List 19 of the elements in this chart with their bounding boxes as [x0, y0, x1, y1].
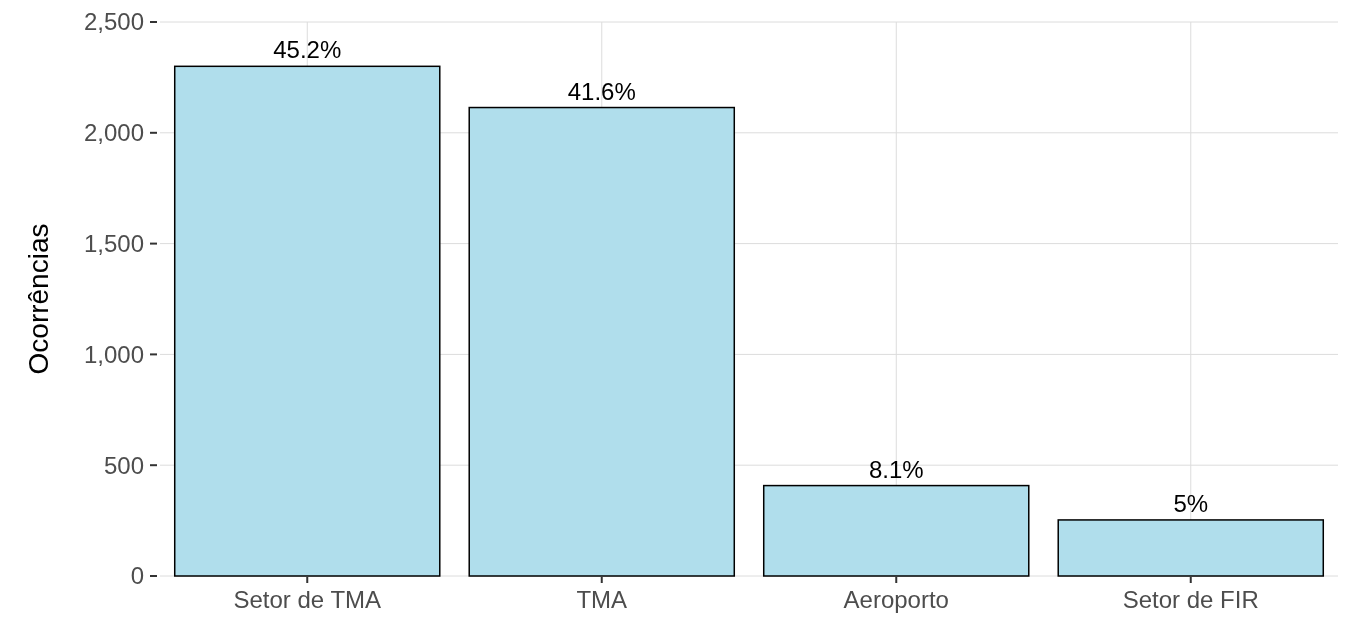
x-tick-label: Setor de FIR — [1122, 586, 1259, 613]
y-tick-label: 500 — [103, 451, 144, 479]
y-tick-label: 2,000 — [83, 119, 144, 147]
annotation: 5% — [1173, 489, 1209, 517]
annotation: 41.6% — [567, 77, 636, 105]
bar — [468, 106, 736, 577]
y-tick-label: 0 — [130, 562, 144, 590]
annotation: 45.2% — [273, 36, 342, 64]
y-tick-label: 2,500 — [83, 8, 144, 36]
y-axis-title: Ocorrências — [23, 223, 54, 375]
annotation: 8.1% — [868, 455, 924, 483]
bar — [762, 484, 1030, 577]
x-tick-label: Setor de TMA — [233, 586, 382, 613]
y-tick-label: 1,500 — [83, 230, 144, 257]
x-tick-label: Aeroporto — [843, 586, 949, 613]
bar — [173, 65, 441, 577]
x-tick-label: TMA — [576, 586, 628, 613]
y-tick-label: 1,000 — [83, 340, 144, 368]
bar — [1057, 519, 1325, 577]
